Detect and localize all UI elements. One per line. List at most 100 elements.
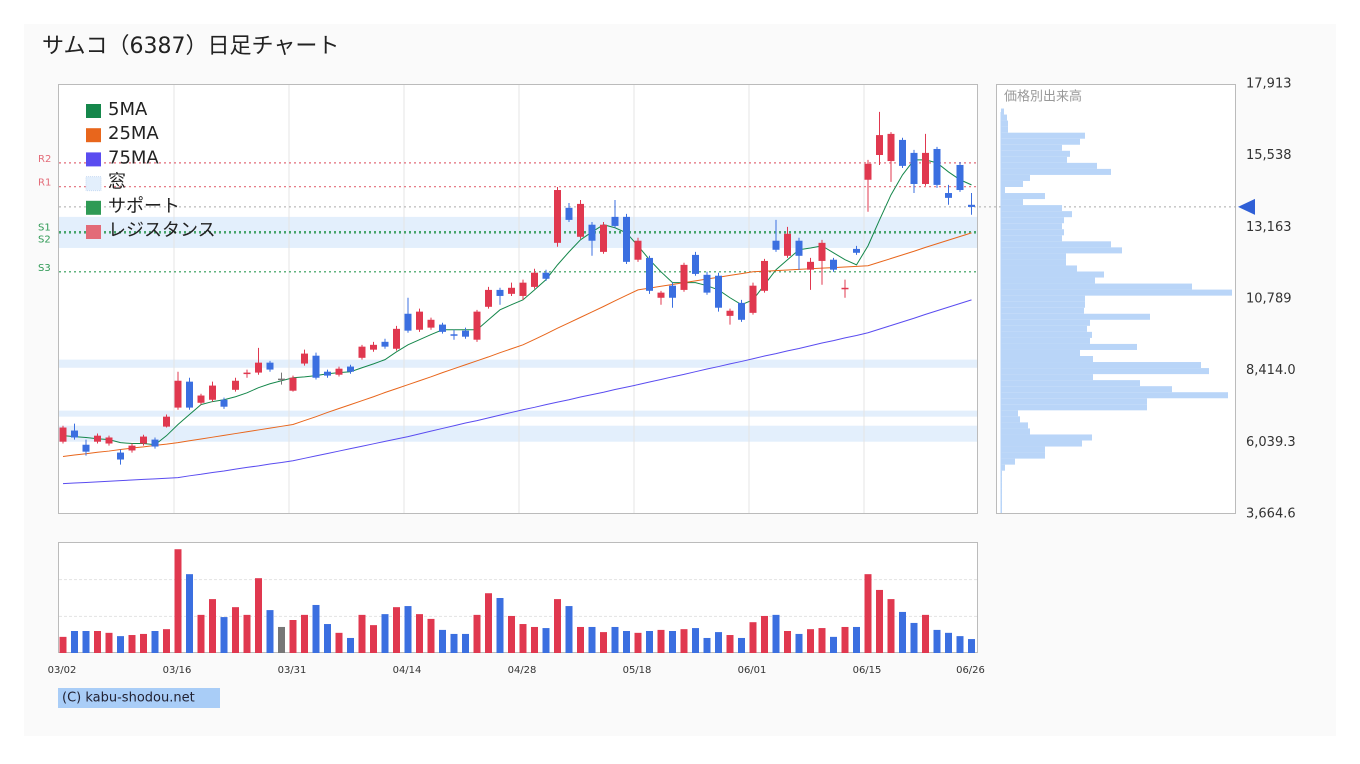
profile-bar [1001,150,1070,157]
candle-body [163,416,170,427]
volume-bar [876,589,883,653]
y-tick-label: 13,163 [1246,220,1292,235]
candle-body [634,240,642,260]
ma-line [62,299,972,485]
volume-bar [887,599,895,653]
volume-bar [864,574,872,653]
y-tick-label: 10,789 [1246,291,1292,306]
profile-bar [1001,307,1084,314]
legend-swatch [86,200,101,215]
candle-body [657,292,665,298]
x-tick-label: 04/14 [393,665,422,676]
candle-body [542,272,550,279]
profile-bar [1001,199,1023,206]
volume-bar [381,614,389,653]
y-tick-label: 3,664.6 [1246,507,1296,522]
profile-bar [1001,319,1090,326]
profile-bar [1001,343,1137,350]
x-tick-label: 03/31 [278,665,307,676]
legend-label: 窓 [108,172,126,193]
candle-body [795,240,803,256]
legend-swatch [86,104,101,118]
profile-bar [1001,289,1232,296]
candle-body [105,437,113,444]
volume-bar [358,614,366,653]
candle-body [508,287,515,294]
profile-bar [1001,259,1066,266]
candle-body [59,427,67,442]
candle-body [887,133,895,162]
candle-body [174,380,182,408]
level-label: S1 [38,223,51,234]
profile-bar [1001,349,1080,357]
profile-bar [1001,325,1087,332]
candle-body [94,435,101,442]
legend-label: 25MA [108,123,159,144]
volume-bar [312,604,320,653]
candle-body [818,242,826,261]
candle-body [841,287,849,290]
profile-bar [1001,253,1066,260]
candle-body [554,190,561,243]
candle-body [324,371,331,376]
volume-bar [508,615,515,653]
volume-bar [82,631,90,653]
legend-swatch [85,176,102,192]
profile-bar [1001,301,1085,308]
volume-bar [462,633,469,653]
chart-title: サムコ（6387）日足チャート [42,34,339,59]
level-label: R2 [38,154,51,165]
volume-bar [853,626,860,653]
volume-bar [370,625,377,653]
volume-bar [393,607,400,653]
volume-bar [922,614,929,653]
volume-bar [841,626,849,653]
profile-bar [1001,108,1004,115]
volume-bar [715,632,722,653]
volume-bar [243,614,251,653]
x-tick-label: 03/16 [163,665,192,676]
gap-band [59,410,977,417]
legend-label: 5MA [108,99,148,120]
candle-body [956,164,964,191]
volume-bar [738,637,745,653]
volume-bar [761,615,768,653]
candle-body [462,330,469,337]
candle-body [496,289,504,296]
volume-bar [956,636,964,653]
candle-body [899,139,906,166]
profile-bar [1001,434,1092,441]
volume-bar [933,629,941,653]
candle-body [232,380,239,390]
volume-bar [945,632,952,653]
candle-body [209,385,216,400]
level-label: R1 [38,178,51,189]
volume-bar [94,631,101,653]
volume-bar [324,624,331,653]
volume-bar [519,624,527,653]
volume-bar [531,626,538,653]
profile-bar [1001,120,1008,127]
legend-label: レジスタンス [108,220,216,241]
profile-bar [1001,464,1005,471]
candle-body [519,282,527,296]
profile-bar [1001,452,1045,459]
volume-bar [278,626,285,653]
gap-band [59,359,977,368]
candle-body [71,430,78,438]
volume-bar [910,622,918,653]
y-tick-label: 15,538 [1246,148,1292,163]
volume-bar [59,636,67,653]
candle-body [347,366,354,372]
y-tick-label: 8,414.0 [1246,363,1296,378]
volume-bar [830,636,837,653]
candle-body [565,207,573,220]
volume-bar [795,633,803,653]
x-tick-label: 05/18 [623,665,652,676]
legend-swatch [86,128,101,143]
profile-bar [1001,440,1082,447]
volume-bar [496,598,504,653]
volume-bar [749,622,757,653]
volume-bar [726,635,734,653]
